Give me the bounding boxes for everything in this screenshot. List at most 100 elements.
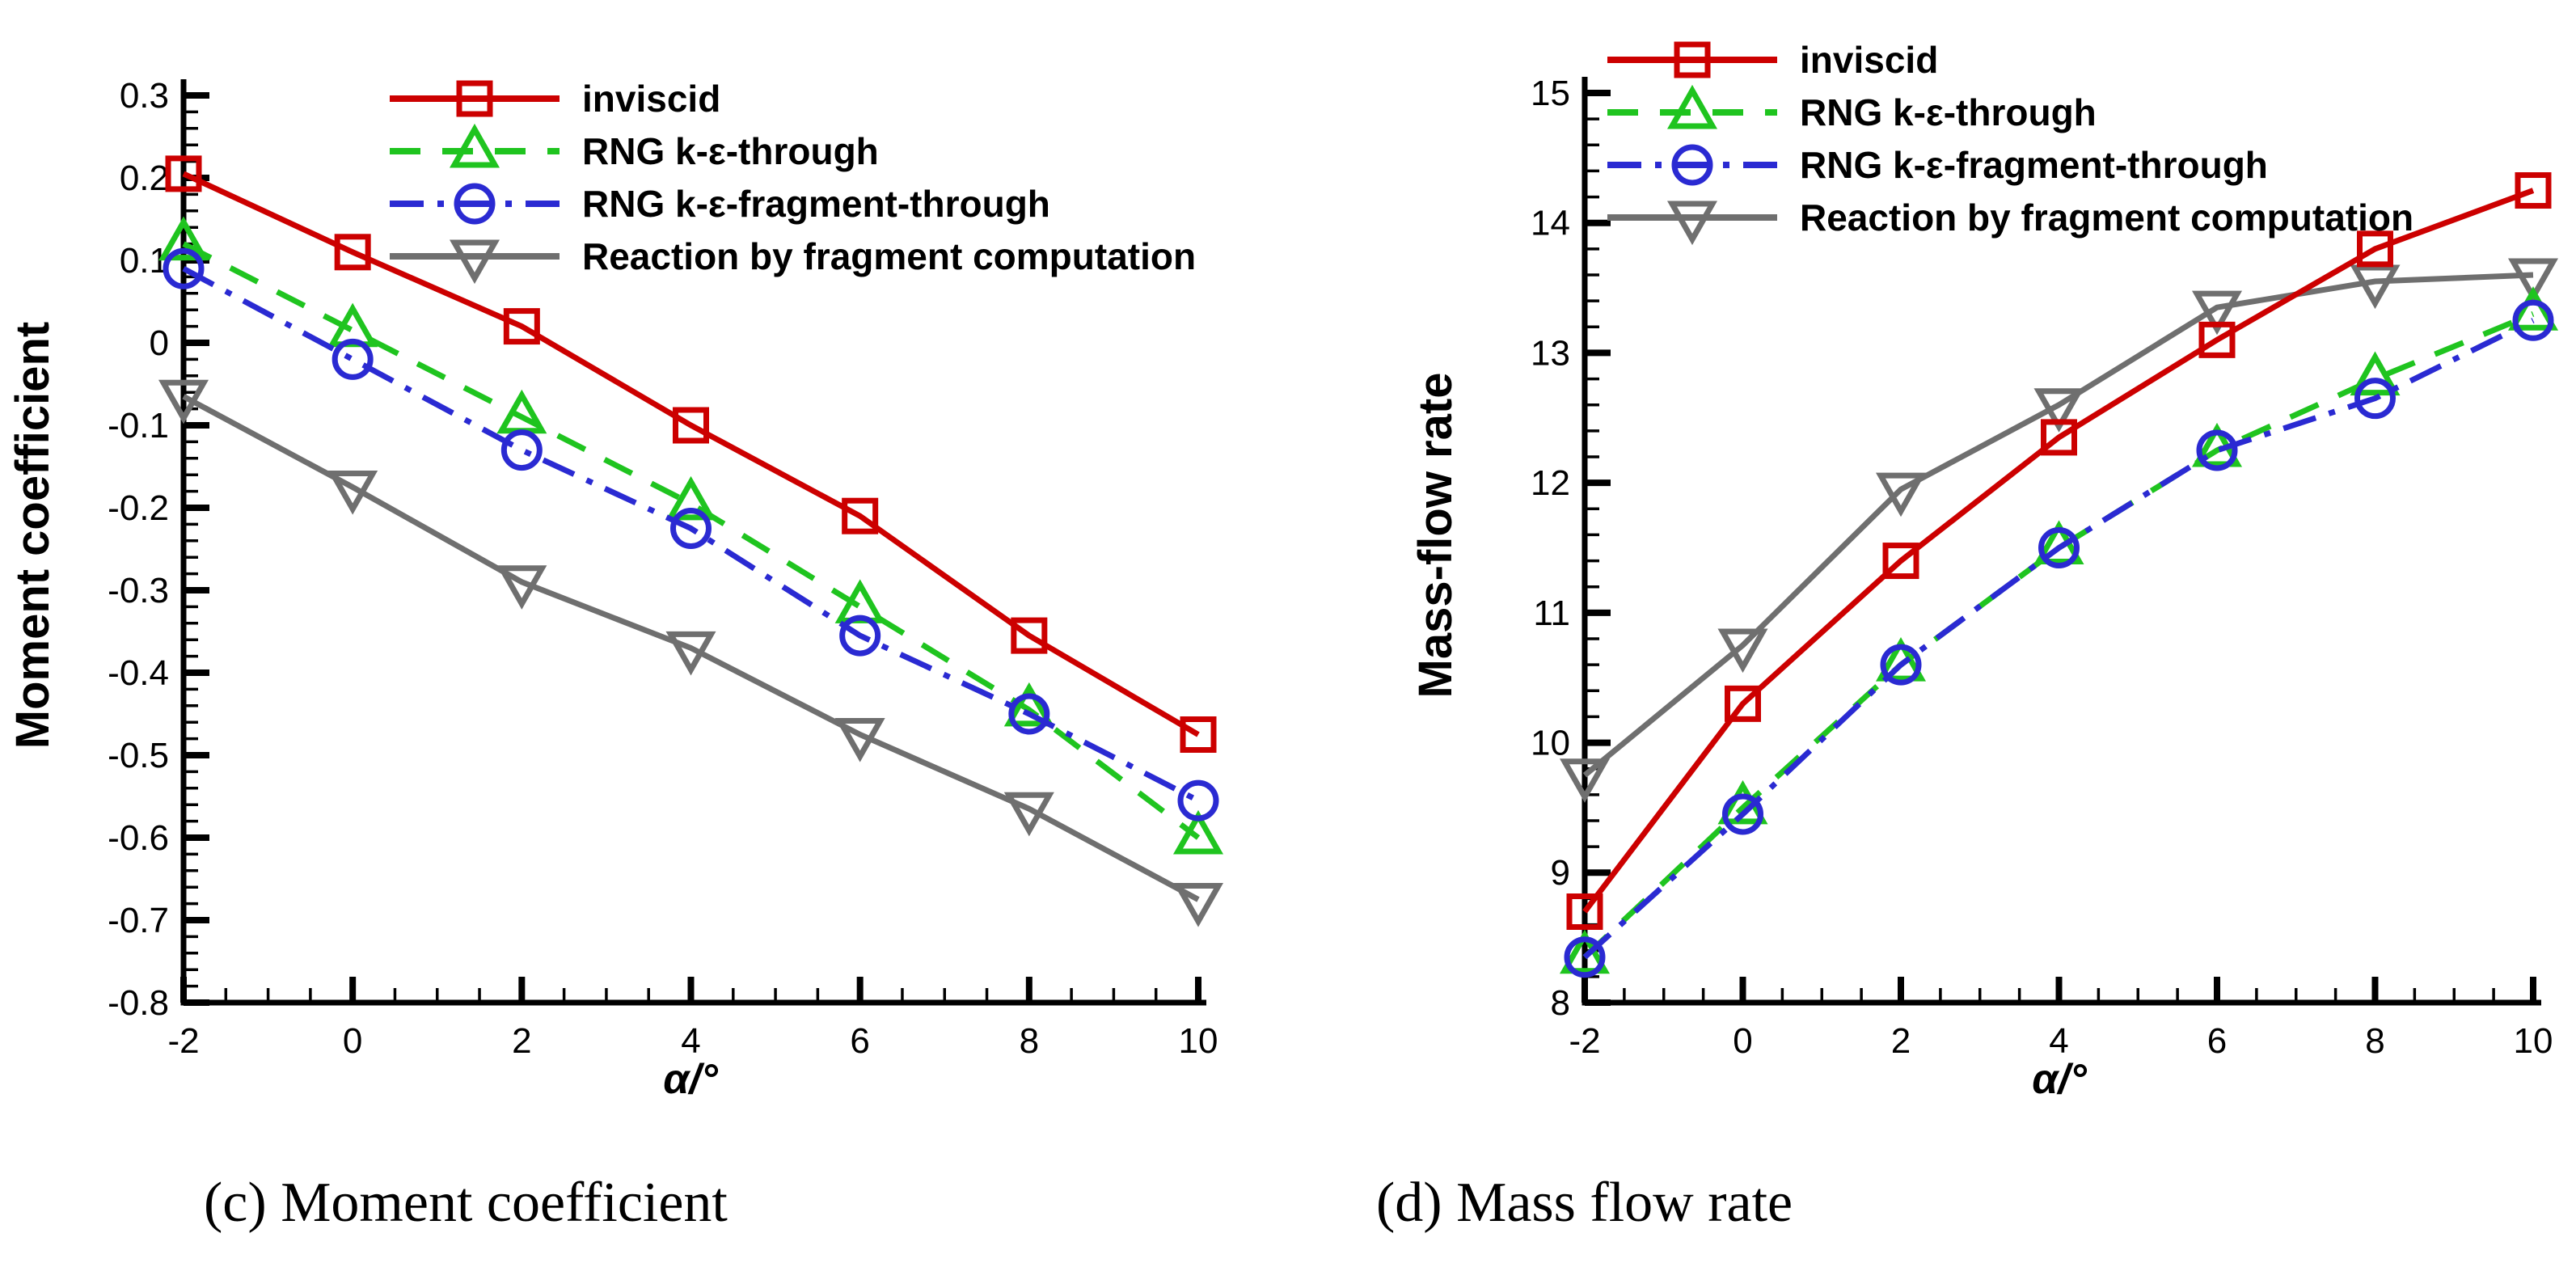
series-rng-k-fragment-through [163, 247, 1219, 822]
series-line [1582, 188, 2535, 914]
y-tick-label: 13 [1531, 333, 1570, 373]
x-tick-label: 10 [2514, 1021, 2553, 1061]
marker-square [2198, 321, 2236, 358]
x-tick-label: 2 [1891, 1021, 1911, 1061]
y-tick-label: -0.2 [108, 488, 169, 528]
legend-item-rng-k-through: RNG k-ε-through [1607, 84, 2097, 133]
marker-triangle-down [1875, 472, 1927, 517]
y-tick-label: -0.7 [108, 901, 169, 940]
y-tick-label: -0.5 [108, 736, 169, 775]
series-rng-k-fragment-through [1564, 299, 2554, 978]
series-group [1559, 172, 2559, 978]
series-line [1582, 318, 2535, 960]
legend-label: RNG k-ε-through [582, 130, 879, 172]
series-line [182, 394, 1200, 902]
marker-square [1566, 893, 1603, 930]
y-tick-label: -0.6 [108, 818, 169, 858]
marker-triangle-up [158, 216, 209, 261]
marker-triangle-down [1172, 883, 1224, 927]
y-tick-label: -0.8 [108, 983, 169, 1023]
x-axis-ticks: -2 0 2 4 6 8 10 [167, 977, 1218, 1061]
legend-item-inviscid: inviscid [390, 78, 720, 120]
x-tick-label: 10 [1179, 1021, 1218, 1061]
series-inviscid [1566, 172, 2552, 930]
marker-triangle-down [1559, 758, 1611, 803]
y-tick-label: 9 [1551, 853, 1570, 893]
marker-triangle-up [1666, 84, 1718, 129]
x-tick-label: -2 [167, 1021, 199, 1061]
y-tick-label: 14 [1531, 204, 1570, 243]
marker-triangle-up [1003, 682, 1054, 727]
series-reaction-by-fragment-computation [158, 379, 1224, 927]
marker-circle [1564, 936, 1606, 978]
marker-triangle-down [327, 471, 378, 515]
marker-triangle-down [1717, 628, 1768, 674]
y-tick-label: -0.4 [108, 653, 169, 693]
marker-square [842, 497, 879, 534]
y-tick-label: 10 [1531, 724, 1570, 763]
marker-triangle-down [1003, 792, 1054, 837]
marker-square [673, 407, 709, 444]
marker-triangle-down [158, 379, 209, 424]
marker-triangle-down [2350, 264, 2401, 310]
chart-moment-coefficient: -0.8 -0.7 -0.6 -0.5 -0.4 -0.3 -0.2 -0.1 0 0.1 0.2 0… [6, 76, 1224, 1103]
x-tick-label: -2 [1569, 1021, 1600, 1061]
caption-mass-flow-rate: (d) Mass flow rate [1376, 1172, 1793, 1234]
legend-item-inviscid: inviscid [1607, 39, 1938, 81]
y-tick-label: 0 [150, 323, 169, 363]
y-tick-label: 0.2 [120, 158, 169, 198]
y-tick-label: -0.3 [108, 571, 169, 610]
legend-item-reaction-by-fragment-computation: Reaction by fragment computation [390, 235, 1196, 285]
marker-circle [163, 247, 205, 289]
marker-circle [1008, 693, 1050, 735]
marker-square [334, 234, 371, 271]
marker-square [1882, 543, 1919, 580]
marker-circle [670, 508, 712, 549]
x-tick-label: 4 [2049, 1021, 2068, 1061]
marker-circle [2196, 429, 2238, 471]
series-line [182, 241, 1201, 840]
marker-triangle-down [834, 718, 885, 762]
marker-circle [1880, 644, 1922, 686]
series-line [1582, 272, 2534, 778]
y-tick-label: 12 [1531, 463, 1570, 503]
marker-square [1674, 41, 1711, 78]
legend-label: Reaction by fragment computation [1800, 196, 2413, 239]
marker-triangle-down [665, 631, 716, 676]
x-axis-title: α/° [2032, 1056, 2088, 1103]
marker-circle [500, 429, 543, 471]
marker-square [165, 155, 202, 192]
marker-circle [839, 615, 881, 657]
marker-triangle-down [2507, 258, 2559, 303]
y-tick-label: 0.1 [120, 241, 169, 281]
marker-triangle-down [449, 239, 500, 285]
legend: inviscid RNG k-ε-through RNG k-ε-fragment-… [1607, 39, 2413, 246]
marker-triangle-down [2033, 388, 2084, 433]
series-group [158, 155, 1224, 927]
series-line [1582, 310, 2535, 960]
marker-triangle-up [449, 123, 500, 168]
series-line [182, 171, 1200, 737]
y-axis-title: Mass-flow rate [1409, 373, 1462, 699]
marker-square [2357, 230, 2393, 268]
legend-label: inviscid [1800, 39, 1938, 81]
legend: inviscid RNG k-ε-through RNG k-ε-fragment-… [390, 78, 1196, 285]
y-axis-ticks: 8 9 10 11 12 13 14 15 [1531, 74, 1611, 1023]
marker-circle [2512, 299, 2554, 341]
marker-circle [1671, 144, 1713, 186]
marker-triangle-up [665, 475, 716, 521]
x-tick-label: 2 [512, 1021, 531, 1061]
marker-square [1011, 617, 1048, 654]
marker-circle [2354, 378, 2396, 420]
marker-triangle-up [1559, 929, 1611, 974]
legend-label: RNG k-ε-through [1800, 91, 2097, 133]
marker-square [1180, 716, 1217, 753]
marker-triangle-up [1172, 809, 1224, 855]
legend-label: Reaction by fragment computation [582, 235, 1196, 277]
x-tick-label: 0 [343, 1021, 362, 1061]
marker-triangle-up [2350, 351, 2401, 396]
y-tick-label: 15 [1531, 74, 1570, 113]
marker-square [456, 80, 493, 117]
